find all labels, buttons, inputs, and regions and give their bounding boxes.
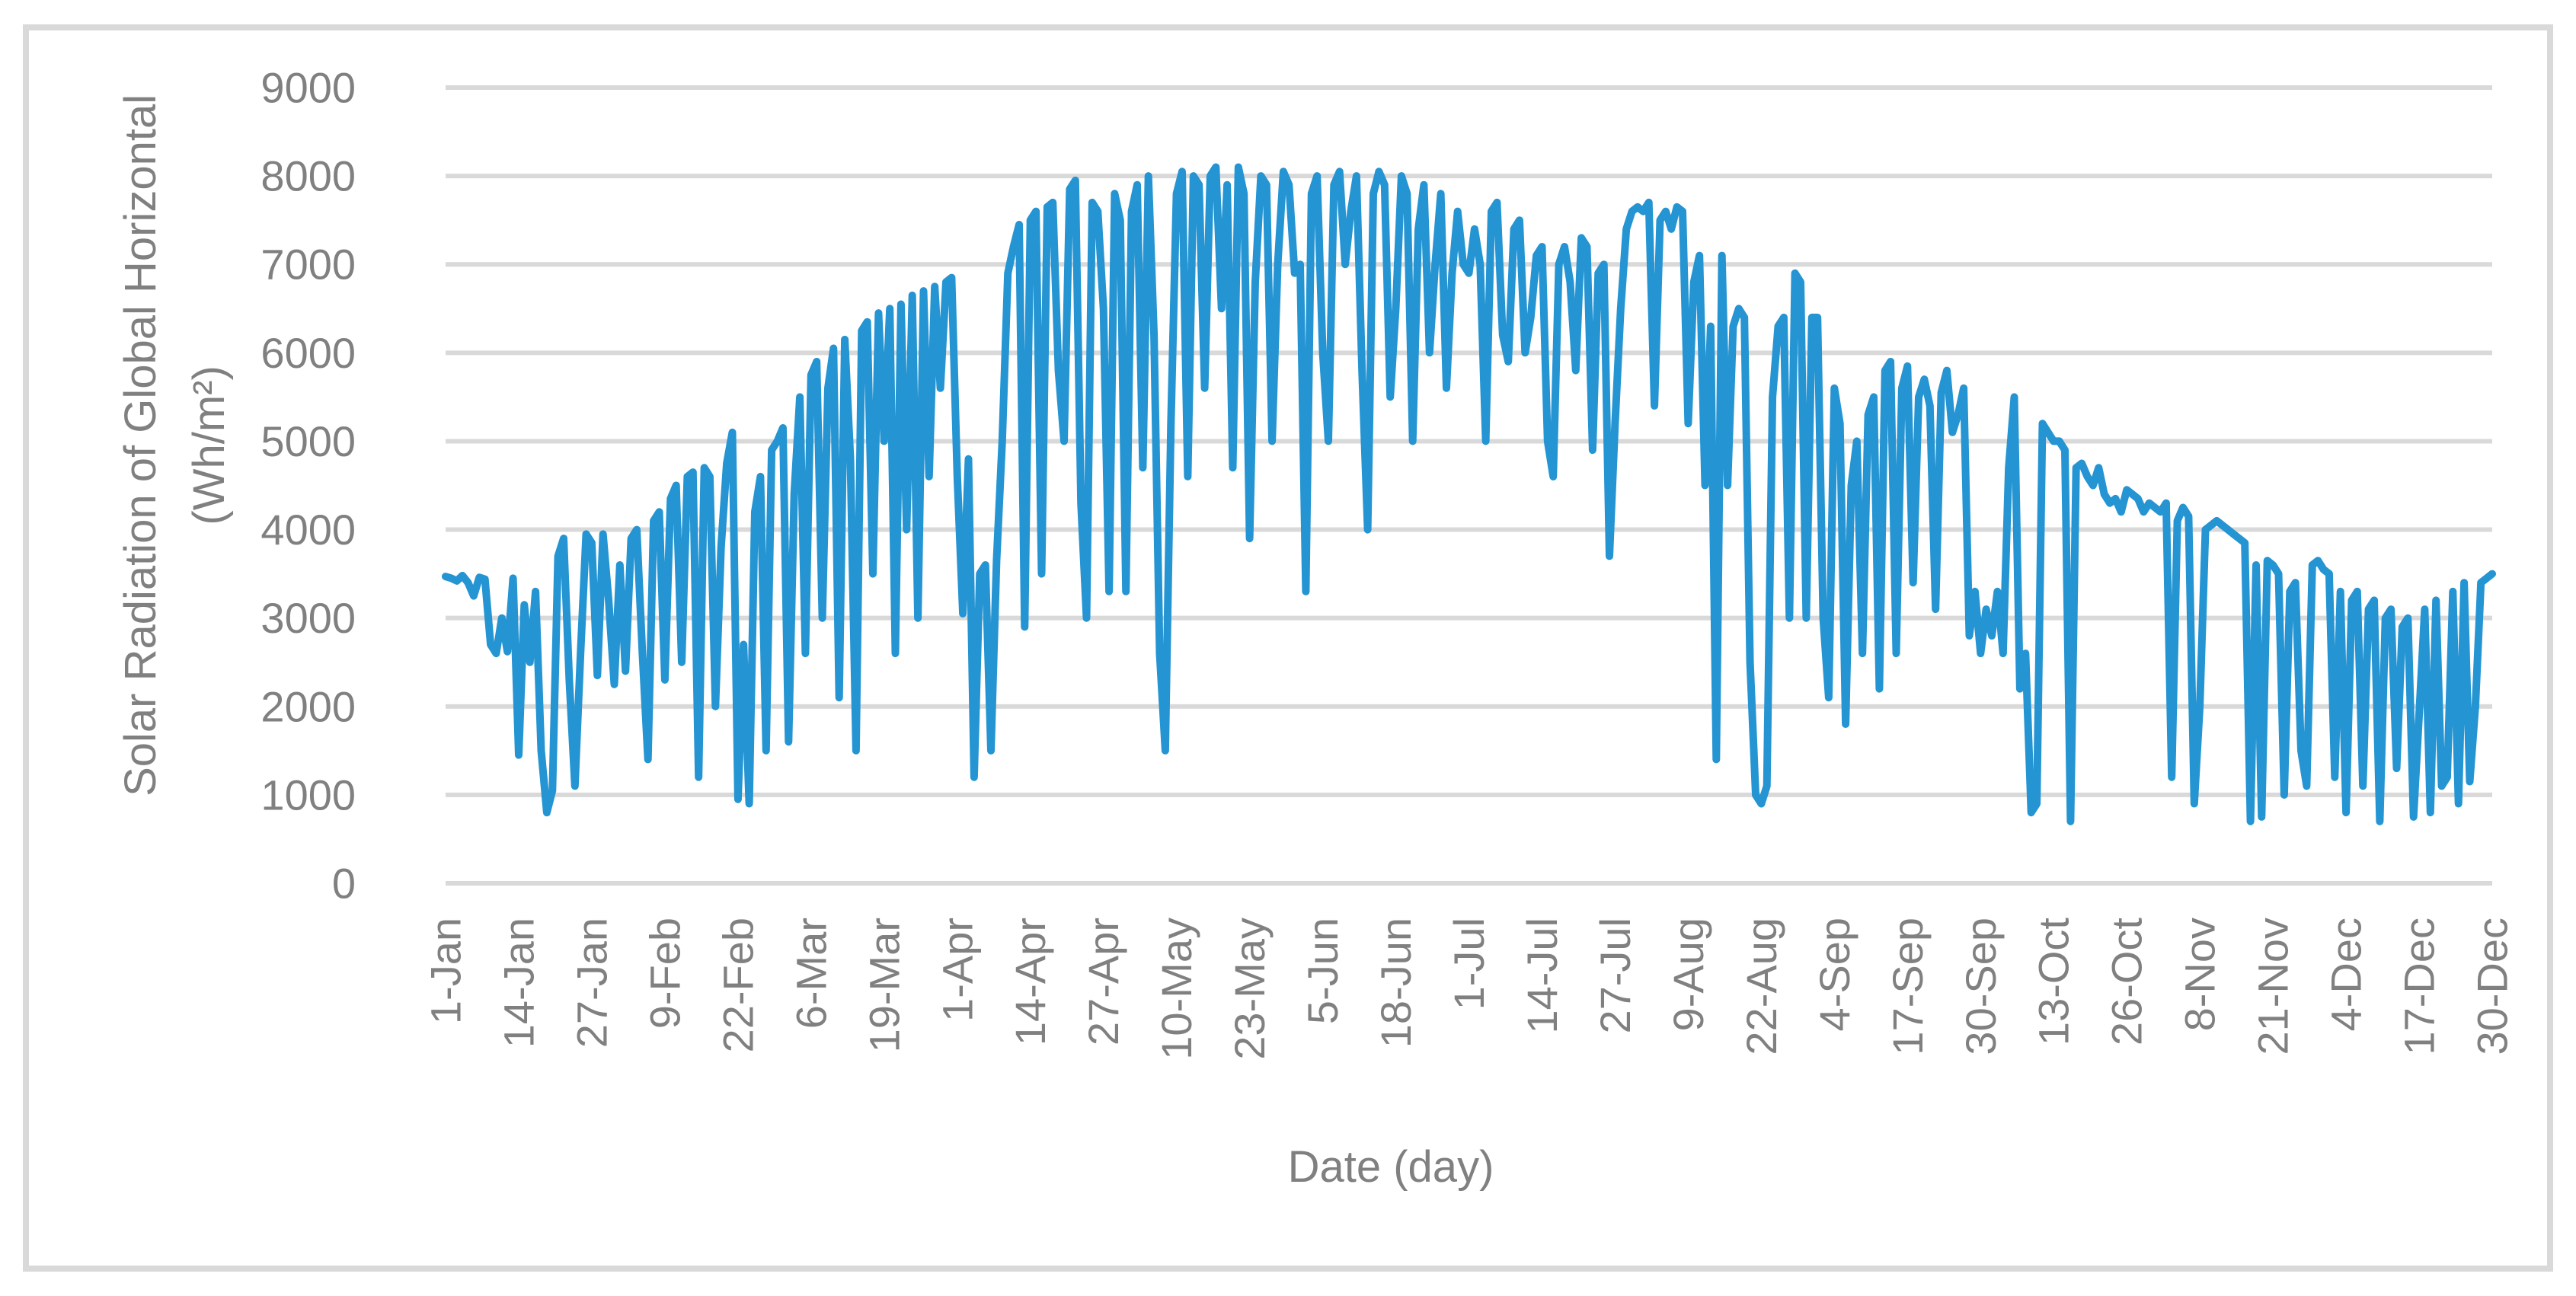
x-tick-label: 14-Jul (1518, 918, 1566, 1034)
x-tick-label: 27-Jul (1591, 918, 1639, 1034)
x-tick-label: 23-May (1226, 918, 1274, 1060)
x-tick-label: 27-Jan (567, 918, 615, 1048)
x-tick-label: 9-Feb (641, 918, 689, 1029)
x-tick-label: 18-Jun (1372, 918, 1420, 1048)
chart-border (23, 24, 2553, 1272)
x-tick-label: 1-Jan (422, 918, 470, 1024)
x-tick-label: 6-Mar (787, 918, 835, 1029)
y-tick-label: 1000 (260, 771, 356, 819)
x-tick-label: 5-Jun (1299, 918, 1347, 1024)
x-tick-label: 1-Jul (1445, 918, 1493, 1010)
gridlines (446, 85, 2492, 886)
y-axis-title-line1: Solar Radiation of Global Horizontal (116, 94, 166, 796)
x-tick-label: 17-Dec (2395, 918, 2443, 1055)
x-tick-label: 4-Sep (1811, 918, 1858, 1031)
y-tick-label: 6000 (260, 329, 356, 377)
x-tick-label: 10-May (1152, 918, 1200, 1060)
x-axis-title: Date (day) (1287, 1142, 1494, 1192)
y-tick-label: 5000 (260, 417, 356, 465)
x-tick-label: 17-Sep (1884, 918, 1932, 1055)
y-tick-label: 7000 (260, 241, 356, 289)
y-axis-title-line2: (Wh/m²) (184, 365, 234, 525)
x-tick-label: 9-Aug (1664, 918, 1712, 1031)
x-tick-label: 22-Aug (1737, 918, 1785, 1055)
y-axis-tick-labels: 0 1000 2000 3000 4000 5000 6000 7000 8000 9000 (260, 64, 356, 908)
y-axis-title: Solar Radiation of Global Horizontal (Wh/… (107, 0, 244, 978)
x-tick-label: 26-Oct (2103, 918, 2151, 1045)
x-tick-label: 21-Nov (2249, 918, 2297, 1055)
x-tick-label: 22-Feb (714, 918, 762, 1052)
x-tick-label: 27-Apr (1079, 918, 1127, 1045)
x-tick-label: 14-Jan (494, 918, 542, 1048)
y-tick-label: 9000 (260, 64, 356, 112)
y-tick-label: 3000 (260, 594, 356, 642)
y-tick-label: 0 (332, 860, 356, 908)
x-tick-label: 13-Oct (2030, 918, 2078, 1045)
x-tick-label: 30-Dec (2469, 918, 2517, 1055)
x-tick-label: 30-Sep (1957, 918, 2005, 1055)
x-tick-label: 4-Dec (2322, 918, 2370, 1031)
y-tick-label: 8000 (260, 152, 356, 200)
x-axis-tick-labels: 1-Jan 14-Jan 27-Jan 9-Feb 22-Feb 6-Mar 19-Mar 1… (422, 918, 2517, 1060)
solar-radiation-series-line (442, 163, 2496, 825)
y-tick-label: 2000 (260, 682, 356, 730)
x-tick-label: 8-Nov (2176, 918, 2224, 1031)
y-tick-label: 4000 (260, 506, 356, 554)
x-tick-label: 19-Mar (860, 918, 908, 1052)
x-tick-label: 14-Apr (1006, 918, 1054, 1045)
x-tick-label: 1-Apr (933, 918, 981, 1022)
